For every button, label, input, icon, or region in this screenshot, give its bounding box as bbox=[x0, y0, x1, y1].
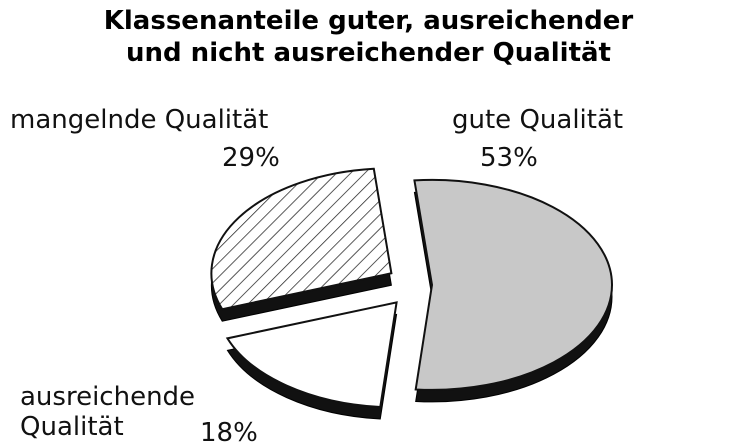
value-label: 29% bbox=[222, 143, 280, 173]
value-label: 53% bbox=[480, 143, 538, 173]
slice-label: gute Qualität bbox=[452, 105, 624, 135]
slice bbox=[413, 178, 613, 391]
slice bbox=[225, 301, 398, 409]
value-label: 18% bbox=[200, 418, 258, 448]
chart-title: und nicht ausreichender Qualität bbox=[126, 38, 611, 68]
slice-label: mangelnde Qualität bbox=[10, 105, 269, 135]
slice bbox=[210, 167, 393, 311]
chart-title: Klassenanteile guter, ausreichender bbox=[103, 6, 634, 36]
slice-label: ausreichende Qualität bbox=[20, 382, 196, 442]
